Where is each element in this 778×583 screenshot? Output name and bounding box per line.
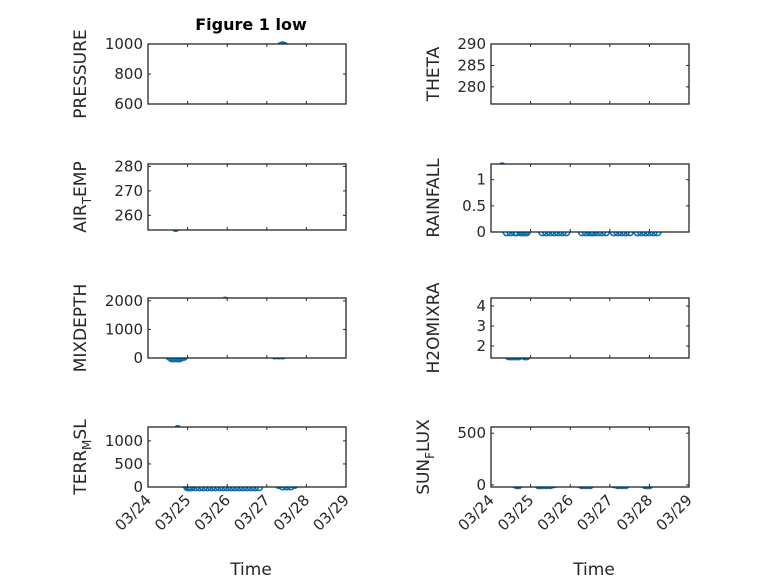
y-axis-label: RAINFALL: [424, 158, 444, 238]
axes-frame: [147, 297, 347, 359]
panel-rainfall: 0 0.5 1 RAINFALL: [424, 158, 690, 241]
y-axis-label: THETA: [424, 46, 444, 102]
x-tick-label: 03/26: [534, 491, 577, 534]
axes-frame: [490, 163, 690, 233]
axes-frame: [490, 43, 690, 105]
y-tick-label: 0: [133, 349, 143, 367]
y-tick-label: 0: [476, 223, 486, 241]
y-tick-label: 1000: [105, 320, 143, 338]
y-tick-label: 3: [476, 317, 486, 335]
y-tick-label: 0: [133, 478, 143, 496]
x-tick-label: 03/24: [112, 491, 155, 534]
x-axis-label-left: Time: [229, 560, 272, 580]
y-tick-label: 0.5: [462, 197, 486, 215]
axes-frame: [147, 43, 347, 105]
y-tick-label: 1000: [105, 35, 143, 53]
x-tick-label: 03/29: [310, 491, 353, 534]
y-tick-label: 280: [457, 78, 486, 96]
y-tick-label: 500: [114, 455, 143, 473]
y-tick-label: 4: [476, 297, 486, 315]
axes-frame: [147, 426, 347, 488]
y-axis-label: PRESSURE: [71, 29, 91, 118]
x-tick-label: 03/27: [230, 491, 273, 534]
x-tick-label: 03/28: [270, 491, 313, 534]
x-tick-label: 03/25: [494, 491, 537, 534]
x-tick-label: 03/25: [151, 491, 194, 534]
y-tick-label: 280: [114, 157, 143, 175]
y-axis-label: MIXDEPTH: [71, 284, 91, 373]
y-tick-label: 1000: [105, 432, 143, 450]
y-tick-label: 2: [476, 337, 486, 355]
panel-h2omixra: 2 3 4 H2OMIXRA: [424, 282, 690, 374]
y-tick-label: 270: [114, 182, 143, 200]
x-tick-label: 03/29: [653, 491, 696, 534]
y-tick-label: 260: [114, 206, 143, 224]
y-tick-label: 2000: [105, 292, 143, 310]
y-tick-label: 600: [114, 95, 143, 113]
figure-title: Figure 1 low: [195, 15, 307, 34]
y-axis-label: AIRTEMP: [71, 161, 94, 232]
x-tick-label: 03/28: [613, 491, 656, 534]
y-axis-label: SUNFLUX: [414, 419, 437, 495]
x-axis-label-right: Time: [572, 560, 615, 580]
panel-sun_flux: 0 500 SUNFLUX 03/2403/2503/2603/2703/2803/2…: [414, 419, 696, 535]
axes-frame: [147, 163, 347, 231]
panel-mixdepth: 0 1000 2000 MIXDEPTH: [71, 284, 347, 373]
y-axis-label: H2OMIXRA: [424, 282, 444, 373]
panel-theta: 280 285 290 THETA: [424, 35, 690, 105]
y-tick-label: 800: [114, 65, 143, 83]
panel-pressure: 600 800 1000 PRESSURE: [71, 29, 347, 119]
axes-frame: [490, 297, 690, 359]
y-axis-label: TERRMSL: [71, 419, 94, 496]
y-tick-label: 500: [457, 424, 486, 442]
panel-air_temp: 260 270 280 AIRTEMP: [71, 157, 347, 233]
x-tick-label: 03/24: [455, 491, 498, 534]
x-tick-label: 03/27: [573, 491, 616, 534]
y-tick-label: 285: [457, 56, 486, 74]
panel-terr_msl: 0 500 1000 TERRMSL 03/2403/2503/2603/2703/28…: [71, 419, 353, 535]
y-tick-label: 0: [476, 476, 486, 494]
x-tick-label: 03/26: [191, 491, 234, 534]
y-tick-label: 290: [457, 35, 486, 53]
axes-frame: [490, 426, 690, 488]
y-tick-label: 1: [476, 171, 486, 189]
